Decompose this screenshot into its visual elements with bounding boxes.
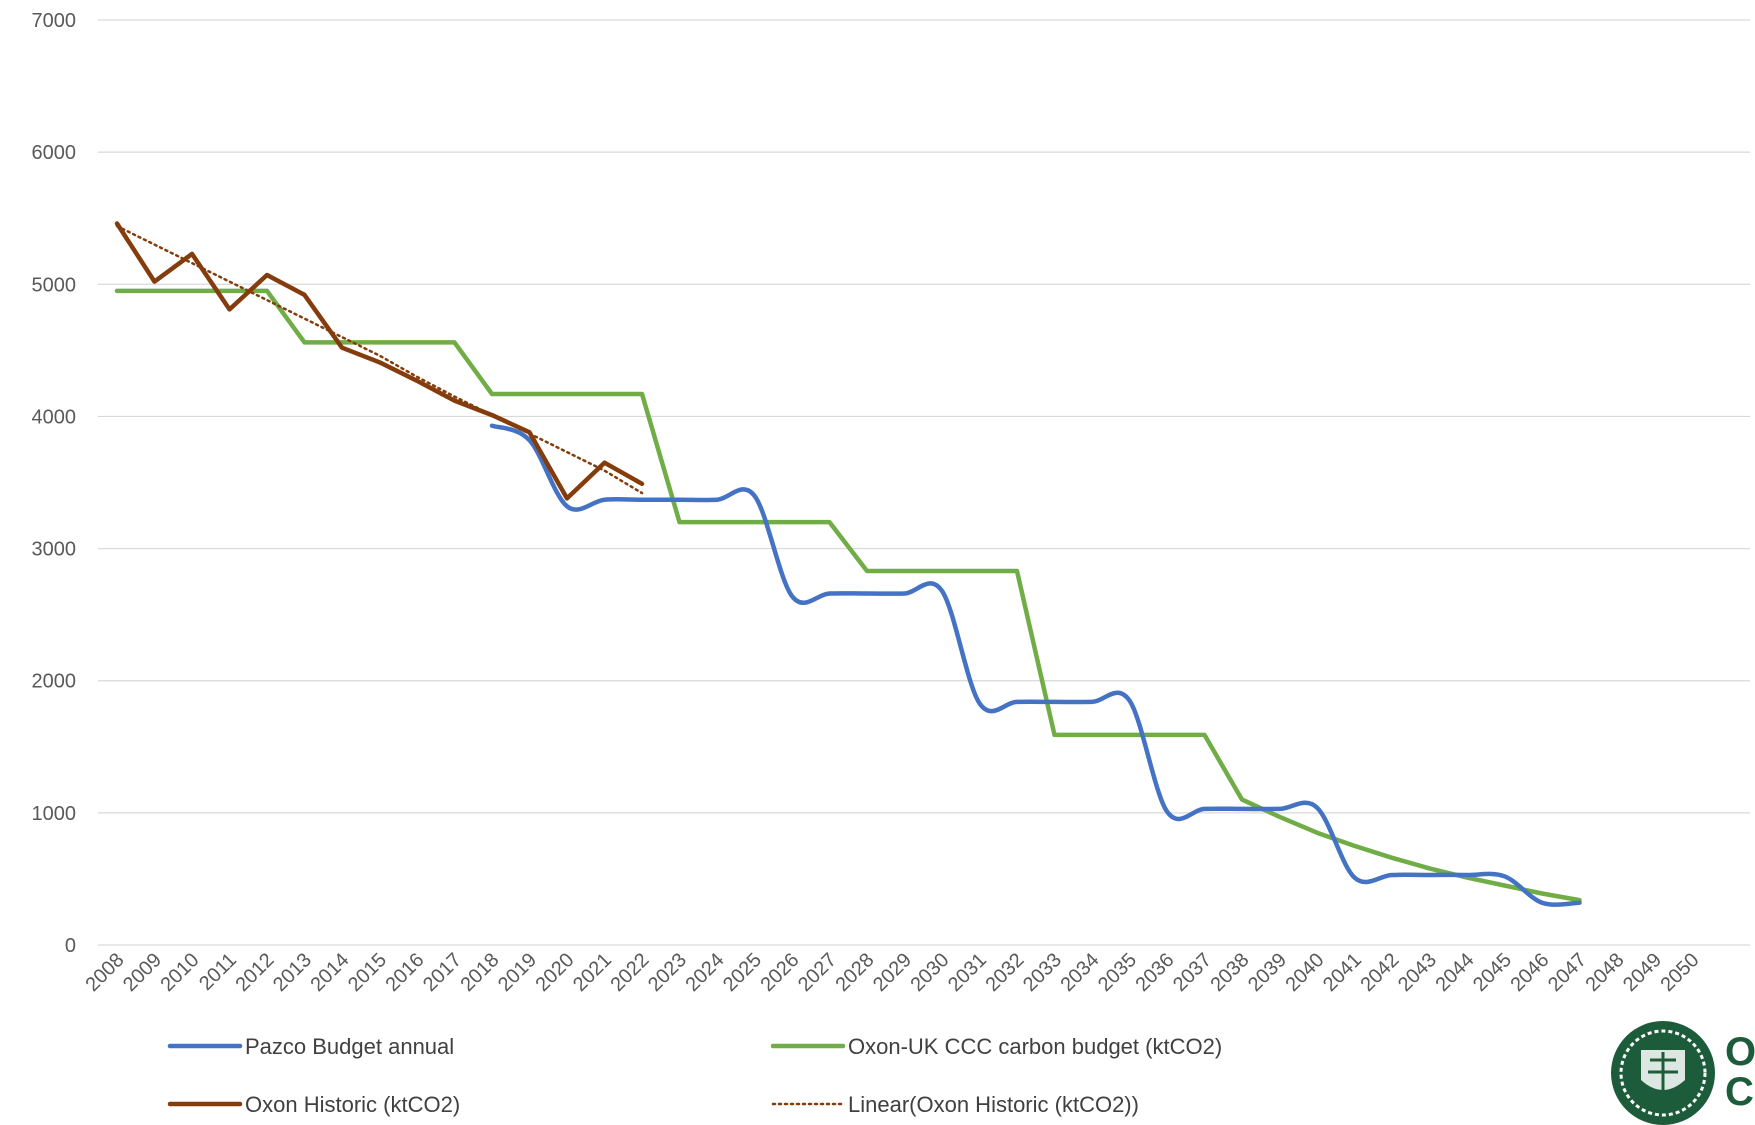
x-tick-label: 2022 (607, 949, 654, 996)
x-tick-label: 2019 (494, 949, 541, 996)
series-line-0 (489, 423, 1582, 907)
x-tick-label: 2021 (569, 949, 616, 996)
y-axis: 0 1000 2000 3000 4000 5000 6000 7000 (32, 10, 77, 957)
x-tick-label: 2030 (907, 949, 954, 996)
x-tick-label: 2037 (1169, 949, 1216, 996)
series-line-2 (114, 221, 645, 501)
x-tick-label: 2018 (457, 949, 504, 996)
x-tick-label: 2040 (1282, 949, 1329, 996)
x-tick-label: 2017 (419, 949, 466, 996)
seal-crest-detail (1648, 1052, 1678, 1090)
x-tick-label: 2025 (719, 949, 766, 996)
grid-lines (98, 19, 1750, 946)
legend-label: Oxon Historic (ktCO2) (245, 1092, 460, 1117)
x-tick-label: 2013 (269, 949, 316, 996)
x-tick-label: 2045 (1469, 949, 1516, 996)
x-tick-label: 2020 (532, 949, 579, 996)
x-tick-label: 2046 (1507, 949, 1554, 996)
x-tick-label: 2049 (1619, 949, 1666, 996)
legend: Pazco Budget annual Oxon-UK CCC carbon bu… (167, 1034, 1222, 1117)
x-tick-label: 2041 (1319, 949, 1366, 996)
y-tick-label: 7000 (32, 10, 77, 32)
x-axis: 2008200920102011201220132014201520162017… (82, 949, 1704, 996)
logo-text-line2: Co (1725, 1070, 1755, 1114)
x-tick-label: 2012 (232, 949, 279, 996)
x-tick-label: 2015 (344, 949, 391, 996)
legend-label: Pazco Budget annual (245, 1034, 454, 1059)
y-tick-label: 0 (65, 935, 76, 957)
x-tick-label: 2036 (1132, 949, 1179, 996)
x-tick-label: 2014 (307, 949, 354, 996)
x-tick-label: 2032 (982, 949, 1029, 996)
legend-label: Oxon-UK CCC carbon budget (ktCO2) (848, 1034, 1222, 1059)
x-tick-label: 2010 (157, 949, 204, 996)
council-logo: O Co (1611, 1021, 1755, 1125)
x-tick-label: 2031 (944, 949, 991, 996)
x-tick-label: 2028 (832, 949, 879, 996)
x-tick-label: 2029 (869, 949, 916, 996)
y-tick-label: 6000 (32, 142, 77, 164)
x-tick-label: 2026 (757, 949, 804, 996)
x-tick-label: 2038 (1207, 949, 1254, 996)
x-tick-label: 2044 (1432, 949, 1479, 996)
x-tick-label: 2048 (1582, 949, 1629, 996)
x-tick-label: 2008 (82, 949, 129, 996)
legend-label: Linear(Oxon Historic (ktCO2)) (848, 1092, 1139, 1117)
x-tick-label: 2035 (1094, 949, 1141, 996)
x-tick-label: 2024 (682, 949, 729, 996)
series-lines (114, 221, 1582, 907)
y-tick-label: 3000 (32, 539, 77, 561)
seal-inner-ring (1619, 1029, 1707, 1117)
series-line-3 (115, 224, 644, 495)
x-tick-label: 2042 (1357, 949, 1404, 996)
x-tick-label: 2011 (195, 949, 241, 995)
y-tick-label: 5000 (32, 274, 77, 296)
y-tick-label: 2000 (32, 671, 77, 693)
x-tick-label: 2050 (1657, 949, 1704, 996)
x-tick-label: 2047 (1544, 949, 1591, 996)
x-tick-label: 2034 (1057, 949, 1104, 996)
x-tick-label: 2043 (1394, 949, 1441, 996)
y-tick-label: 4000 (32, 406, 77, 428)
x-tick-label: 2009 (119, 949, 166, 996)
logo-text-line1: O (1725, 1030, 1755, 1074)
x-tick-label: 2039 (1244, 949, 1291, 996)
x-tick-label: 2027 (794, 949, 841, 996)
x-tick-label: 2016 (382, 949, 429, 996)
y-tick-label: 1000 (32, 803, 77, 825)
x-tick-label: 2023 (644, 949, 691, 996)
x-tick-label: 2033 (1019, 949, 1066, 996)
